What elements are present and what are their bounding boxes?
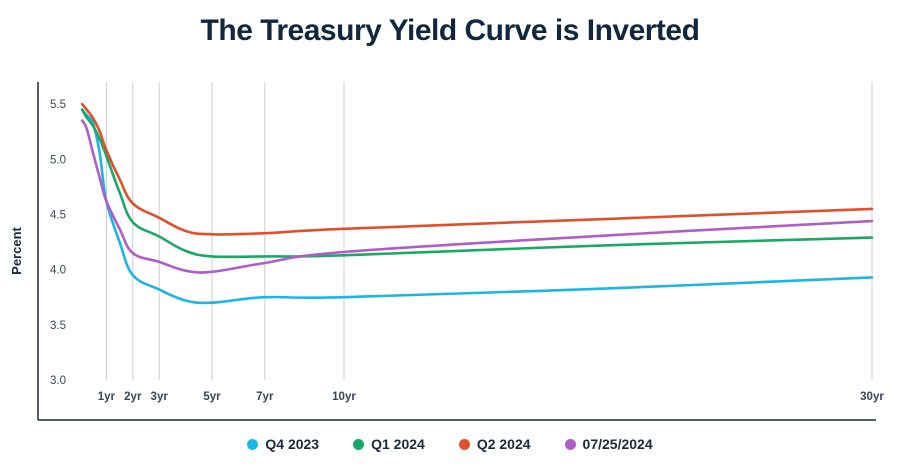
x-tick-label: 7yr <box>256 391 274 403</box>
legend-label: Q1 2024 <box>371 436 425 452</box>
x-tick-label: 30yr <box>860 391 884 403</box>
series-line <box>80 102 874 236</box>
y-tick-label: 5.0 <box>50 154 66 166</box>
gridlines <box>105 82 873 380</box>
x-tick-label: 5yr <box>203 391 221 403</box>
x-tick-label: 2yr <box>124 391 142 403</box>
tick-labels: 1yr 2yr 3yr 5yr 7yr 10yr 30yr 3.0 3.5 4.0 4.5 5.0 5.… <box>50 99 884 403</box>
y-tick-label: 4.0 <box>50 265 66 277</box>
x-tick-label: 10yr <box>332 391 356 403</box>
legend-item: Q4 2023 <box>247 436 319 452</box>
chart-title: The Treasury Yield Curve is Inverted <box>200 14 700 47</box>
x-tick-label: 3yr <box>151 391 169 403</box>
legend-swatch <box>353 438 365 450</box>
series-lines <box>80 102 874 305</box>
legend-item: Q2 2024 <box>458 436 531 452</box>
legend-item: 07/25/2024 <box>564 436 653 452</box>
y-axis-label: Percent <box>9 226 24 274</box>
series-line <box>80 108 874 305</box>
legend-label: Q4 2023 <box>265 436 320 452</box>
legend-label: Q2 2024 <box>476 436 531 452</box>
legend-label: 07/25/2024 <box>582 436 653 452</box>
y-tick-label: 3.0 <box>50 375 66 387</box>
legend-swatch <box>564 438 576 450</box>
legend-swatch <box>247 438 259 450</box>
y-tick-label: 3.5 <box>50 320 66 332</box>
legend-item: Q1 2024 <box>353 436 425 452</box>
yield-curve-chart: Percent 1yr 2yr 3yr 5yr 7yr 10yr 30yr 3.0 3.5 4.0… <box>9 82 884 421</box>
y-tick-label: 4.5 <box>50 209 66 221</box>
x-tick-label: 1yr <box>98 391 116 403</box>
series-line <box>80 119 874 274</box>
axes: Percent <box>9 82 876 421</box>
legend-swatch <box>458 438 470 450</box>
y-tick-label: 5.5 <box>50 99 66 111</box>
series-line <box>80 108 874 259</box>
chart-legend: Q4 2023 Q1 2024 Q2 2024 07/25/2024 <box>0 436 900 452</box>
